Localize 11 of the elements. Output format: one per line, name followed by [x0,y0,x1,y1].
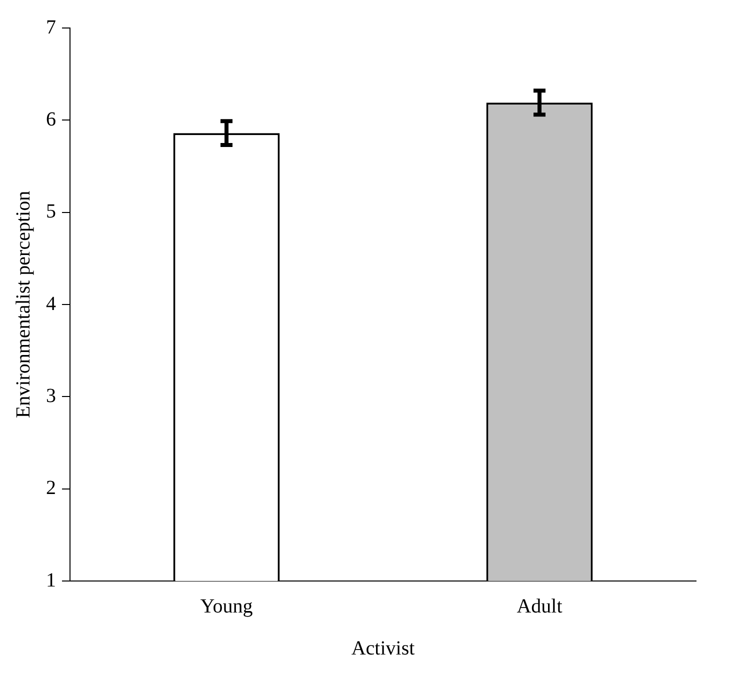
y-tick-label: 5 [46,200,56,223]
y-axis-title: Environmentalist perception [12,190,34,418]
y-tick-label: 1 [46,569,56,592]
y-tick-label: 6 [46,108,56,130]
y-tick-label: 4 [46,292,56,315]
x-tick-label: Adult [516,595,563,618]
x-tick-label: Young [200,595,253,618]
y-tick-label: 7 [46,16,56,38]
x-axis-title: Activist [351,637,416,660]
y-tick-label: 3 [46,384,56,407]
y-tick-label: 2 [46,477,56,500]
